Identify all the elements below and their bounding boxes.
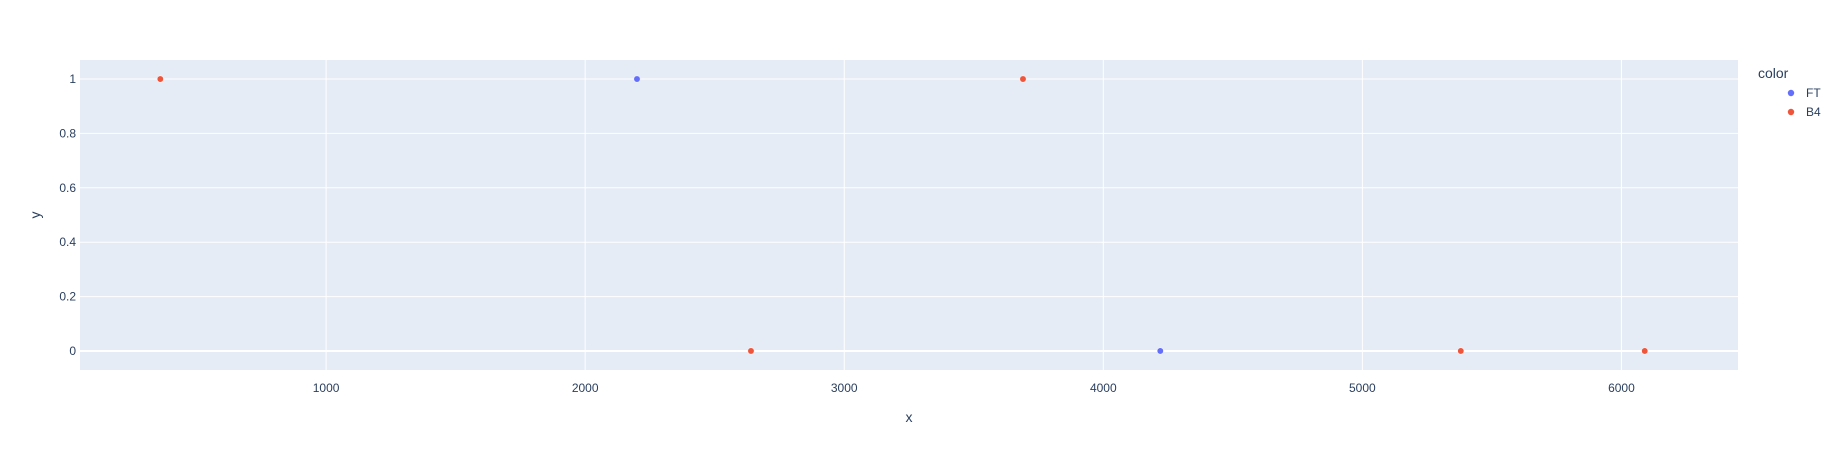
- x-tick-label: 5000: [1349, 381, 1376, 395]
- scatter-point-b4[interactable]: [1457, 347, 1465, 355]
- legend-marker: [1787, 108, 1795, 116]
- legend-label: B4: [1806, 105, 1821, 119]
- axis-ticks: 1000 2000 3000 4000 5000 6000 0 0.2 0.4 0.6 0.8 1: [59, 72, 1635, 395]
- legend-items[interactable]: FT B4: [1787, 86, 1822, 119]
- y-tick-label: 0.2: [59, 290, 76, 304]
- x-tick-label: 3000: [831, 381, 858, 395]
- x-tick-label: 6000: [1608, 381, 1635, 395]
- legend-label: FT: [1806, 86, 1821, 100]
- x-tick-label: 4000: [1090, 381, 1117, 395]
- legend-marker: [1787, 89, 1795, 97]
- scatter-point-b4[interactable]: [1641, 347, 1649, 355]
- scatter-point-b4[interactable]: [1019, 75, 1027, 83]
- y-tick-label: 0: [69, 344, 76, 358]
- plot-area: [80, 60, 1738, 370]
- y-tick-label: 0.8: [59, 126, 76, 140]
- legend-title: color: [1758, 65, 1789, 81]
- y-tick-label: 0.4: [59, 235, 76, 249]
- scatter-point-b4[interactable]: [747, 347, 755, 355]
- y-tick-label: 0.6: [59, 181, 76, 195]
- scatter-point-ft[interactable]: [633, 75, 641, 83]
- scatter-point-ft[interactable]: [1156, 347, 1164, 355]
- grid-lines: [80, 60, 1738, 370]
- y-tick-label: 1: [69, 72, 76, 86]
- data-points: [156, 75, 1649, 355]
- x-tick-label: 2000: [572, 381, 599, 395]
- legend[interactable]: color FT B4: [1758, 65, 1821, 119]
- legend-item-b4[interactable]: B4: [1787, 105, 1821, 119]
- legend-item-ft[interactable]: FT: [1787, 86, 1822, 100]
- y-axis-title: y: [27, 212, 43, 219]
- x-axis-title: x: [906, 409, 913, 425]
- scatter-point-b4[interactable]: [156, 75, 164, 83]
- x-tick-label: 1000: [313, 381, 340, 395]
